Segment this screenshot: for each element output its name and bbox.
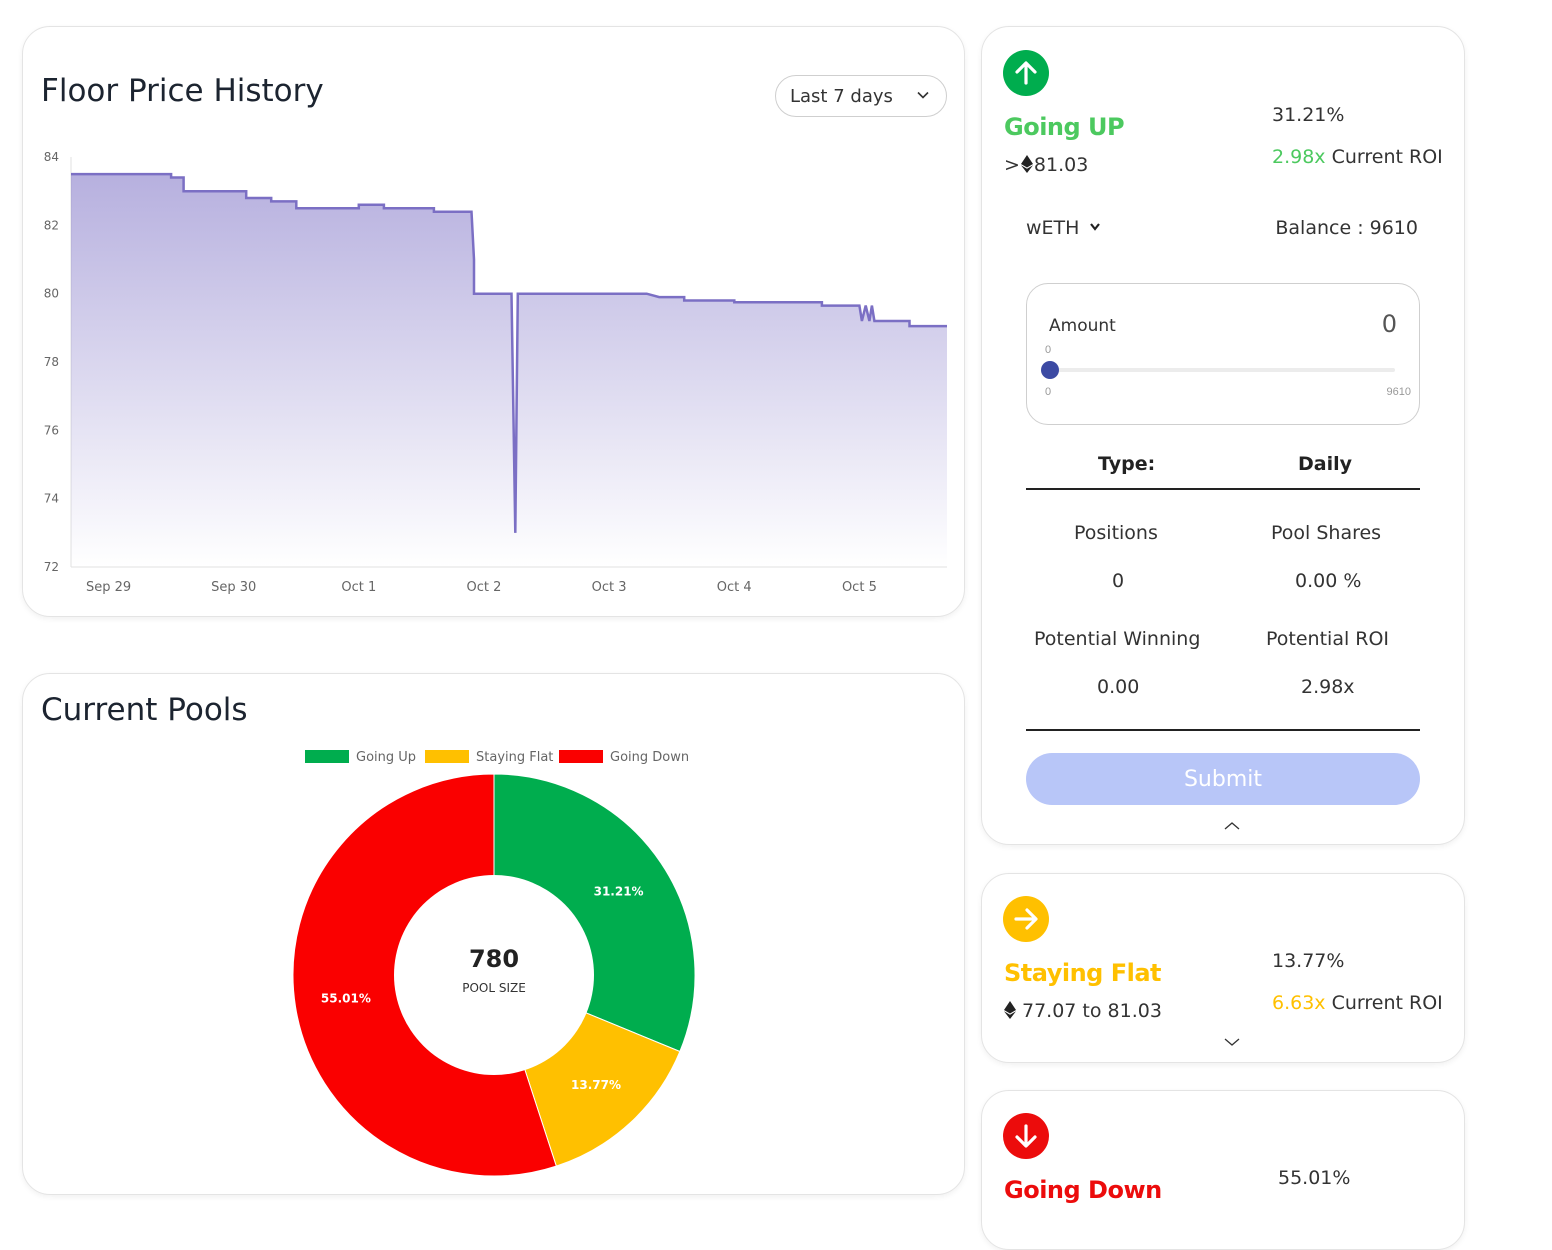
potential-winning-value: 0.00 bbox=[1097, 676, 1140, 698]
y-tick-label: 78 bbox=[44, 355, 59, 369]
date-range-select[interactable]: Last 7 days bbox=[775, 75, 947, 117]
staying-flat-title: Staying Flat bbox=[1004, 959, 1162, 987]
potential-roi-value: 2.98x bbox=[1301, 676, 1355, 698]
current-pools-title: Current Pools bbox=[41, 692, 248, 728]
roi-value: 2.98x bbox=[1272, 146, 1326, 168]
submit-button[interactable]: Submit bbox=[1026, 753, 1420, 805]
x-tick-label: Oct 2 bbox=[467, 580, 502, 595]
legend-swatch bbox=[305, 750, 349, 763]
current-pools-card: Current Pools Going Up Staying Flat Going … bbox=[22, 673, 965, 1195]
legend-label: Going Up bbox=[356, 750, 416, 765]
x-tick-label: Oct 3 bbox=[592, 580, 627, 595]
arrow-up-icon bbox=[1003, 50, 1049, 96]
x-tick-label: Oct 5 bbox=[842, 580, 877, 595]
y-tick-label: 80 bbox=[44, 287, 59, 301]
price-area bbox=[71, 174, 947, 567]
amount-label: Amount bbox=[1049, 316, 1116, 336]
going-down-percent: 55.01% bbox=[1278, 1167, 1351, 1189]
potential-winning-label: Potential Winning bbox=[1034, 628, 1201, 650]
arrow-right-icon bbox=[1003, 896, 1049, 942]
going-up-percent: 31.21% bbox=[1272, 104, 1345, 126]
y-tick-label: 82 bbox=[44, 218, 59, 232]
y-tick-label: 76 bbox=[44, 423, 59, 437]
legend-swatch bbox=[425, 750, 469, 763]
going-up-card: Going UP 31.21% >81.03 2.98x Current ROI… bbox=[981, 26, 1465, 845]
price-value: 81.03 bbox=[1033, 154, 1089, 176]
chevron-down-icon bbox=[917, 91, 929, 99]
x-tick-label: Oct 1 bbox=[341, 580, 376, 595]
pool-donut-chart: Going Up Staying Flat Going Down 31.21% 13.… bbox=[292, 750, 696, 1177]
slider-handle[interactable] bbox=[1041, 361, 1059, 379]
amount-slider[interactable] bbox=[1041, 361, 1395, 379]
divider bbox=[1026, 488, 1420, 490]
slider-min-label: 0 bbox=[1045, 386, 1052, 398]
pool-size-value: 780 bbox=[469, 945, 519, 973]
amount-box: Amount 0 0 0 9610 bbox=[1026, 283, 1420, 425]
slice-label: 31.21% bbox=[594, 885, 644, 899]
going-up-price: >81.03 bbox=[1004, 154, 1088, 176]
staying-flat-roi: 6.63x Current ROI bbox=[1272, 992, 1443, 1014]
eth-icon bbox=[1020, 155, 1033, 173]
price-line bbox=[71, 172, 947, 533]
donut-hole bbox=[394, 875, 594, 1075]
type-label: Type: bbox=[1098, 453, 1156, 475]
y-tick-label: 84 bbox=[44, 150, 59, 164]
slider-max-label: 9610 bbox=[1386, 386, 1411, 398]
pool-shares-value: 0.00 % bbox=[1295, 570, 1362, 592]
staying-flat-price-range: 77.07 to 81.03 bbox=[1004, 1000, 1162, 1022]
chevron-down-icon[interactable] bbox=[1224, 1037, 1240, 1047]
going-down-card[interactable]: Going Down 55.01% bbox=[981, 1090, 1465, 1250]
going-up-title: Going UP bbox=[1004, 113, 1125, 141]
roi-label: Current ROI bbox=[1331, 992, 1443, 1014]
potential-roi-label: Potential ROI bbox=[1266, 628, 1390, 650]
chevron-up-icon[interactable] bbox=[1224, 821, 1240, 831]
roi-value: 6.63x bbox=[1272, 992, 1326, 1014]
slice-label: 55.01% bbox=[321, 992, 371, 1006]
type-value: Daily bbox=[1298, 453, 1353, 475]
roi-label: Current ROI bbox=[1331, 146, 1443, 168]
legend-label: Going Down bbox=[610, 750, 689, 765]
legend-swatch bbox=[559, 750, 603, 763]
floor-price-card: Floor Price History Last 7 days 84 82 80 78… bbox=[22, 26, 965, 617]
positions-label: Positions bbox=[1074, 522, 1158, 544]
amount-input[interactable]: 0 bbox=[1381, 310, 1397, 338]
positions-value: 0 bbox=[1112, 570, 1125, 592]
date-range-value: Last 7 days bbox=[790, 85, 893, 107]
floor-price-chart: 84 82 80 78 76 74 72 Sep 29 Sep 30 Oct 1 Oct 2 Oct… bbox=[44, 150, 947, 595]
token-value: wETH bbox=[1026, 217, 1080, 239]
price-range-value: 77.07 to 81.03 bbox=[1022, 1000, 1162, 1022]
legend-label: Staying Flat bbox=[476, 750, 553, 765]
token-select[interactable]: wETH bbox=[1026, 217, 1101, 239]
eth-icon bbox=[1004, 1001, 1016, 1019]
slider-current-label: 0 bbox=[1045, 344, 1052, 356]
chevron-down-icon bbox=[1090, 223, 1101, 231]
going-down-title: Going Down bbox=[1004, 1176, 1162, 1204]
going-up-roi: 2.98x Current ROI bbox=[1272, 146, 1443, 168]
x-tick-label: Sep 30 bbox=[211, 580, 256, 595]
floor-price-title: Floor Price History bbox=[41, 73, 324, 109]
pool-shares-label: Pool Shares bbox=[1271, 522, 1382, 544]
staying-flat-percent: 13.77% bbox=[1272, 950, 1345, 972]
divider bbox=[1026, 729, 1420, 731]
y-tick-label: 74 bbox=[44, 492, 59, 506]
slice-label: 13.77% bbox=[571, 1078, 621, 1092]
pool-size-label: POOL SIZE bbox=[462, 981, 526, 995]
balance-text: Balance : 9610 bbox=[1275, 217, 1418, 239]
arrow-down-icon bbox=[1003, 1113, 1049, 1159]
y-tick-label: 72 bbox=[44, 560, 59, 574]
staying-flat-card[interactable]: Staying Flat 13.77% 77.07 to 81.03 6.63x… bbox=[981, 873, 1465, 1063]
price-prefix: > bbox=[1004, 154, 1020, 176]
x-tick-label: Sep 29 bbox=[86, 580, 131, 595]
x-tick-label: Oct 4 bbox=[717, 580, 752, 595]
